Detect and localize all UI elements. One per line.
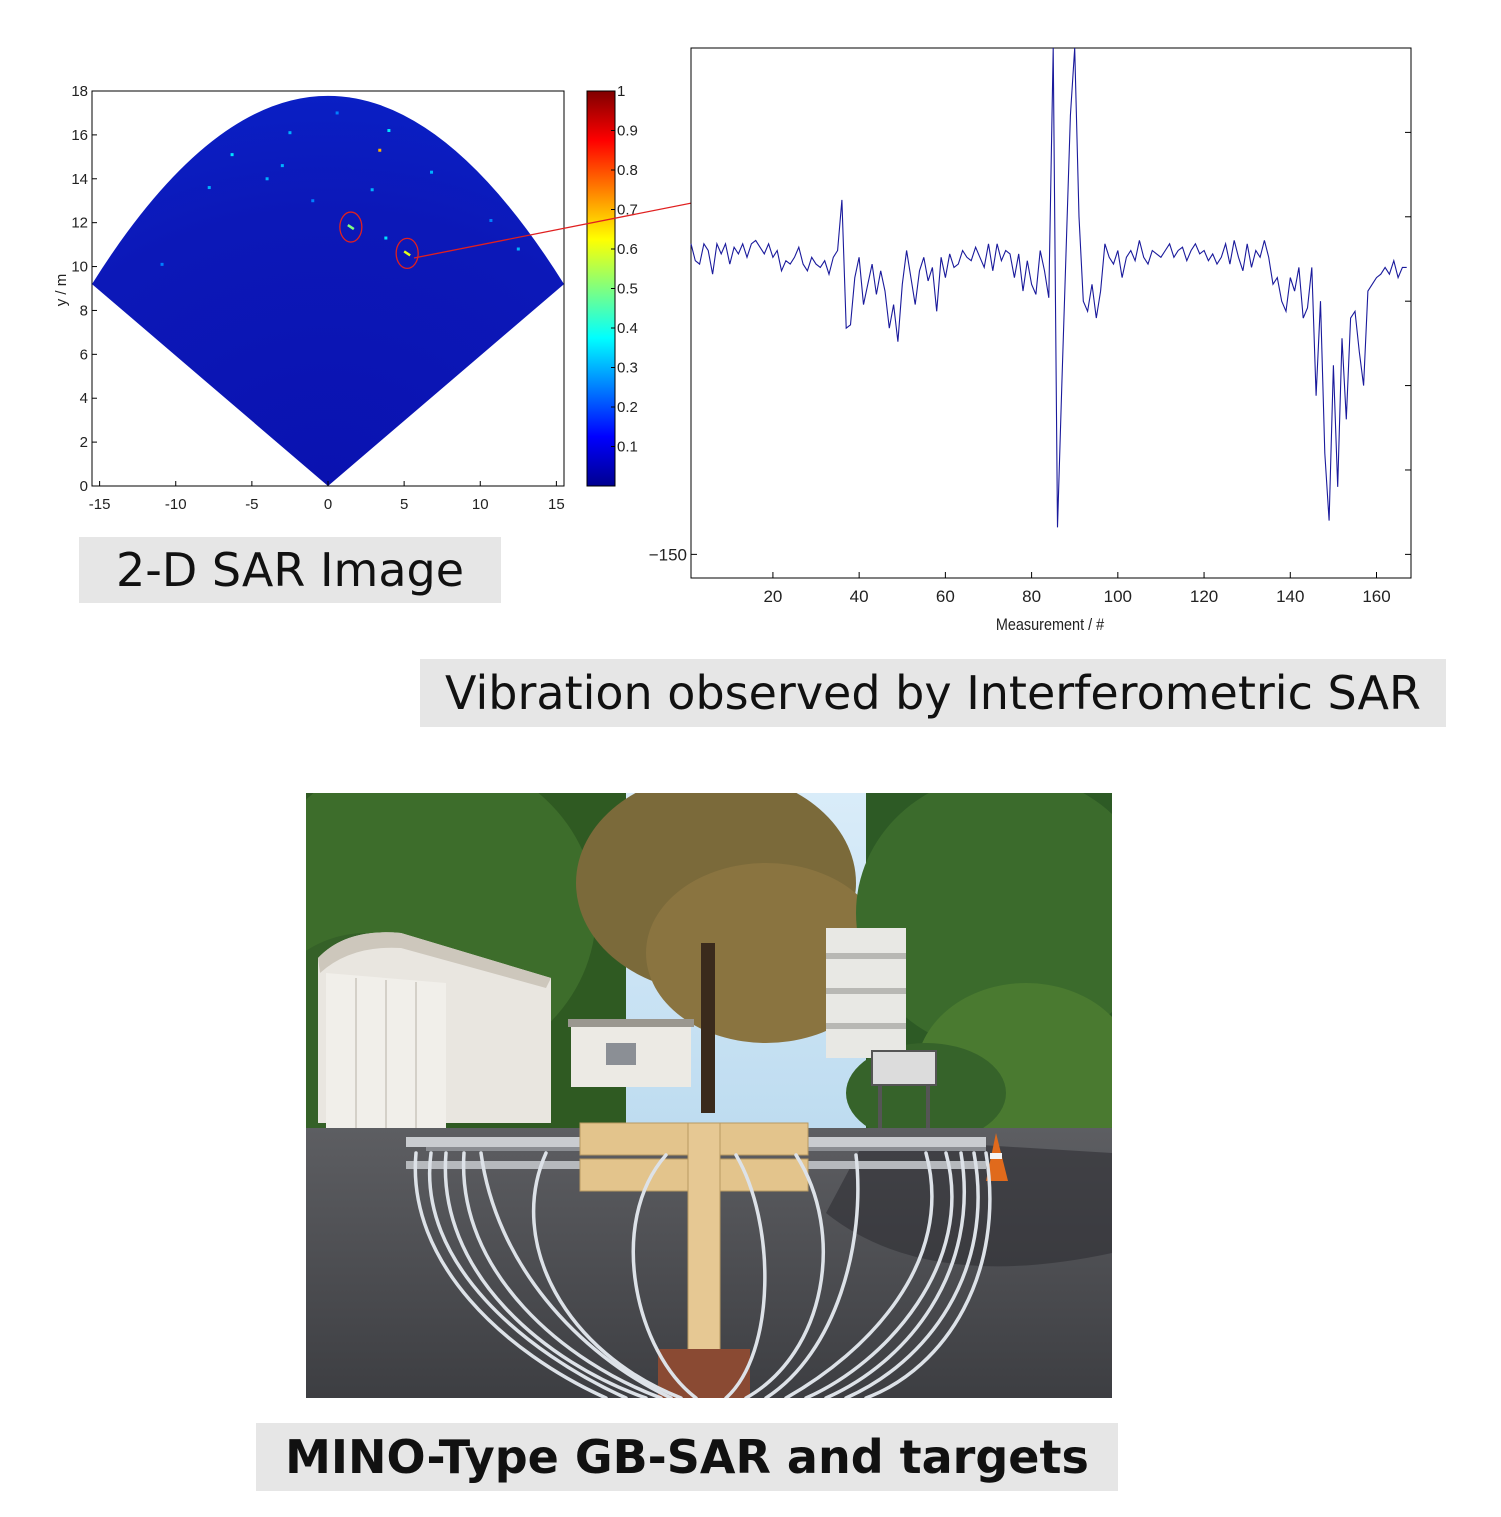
sar-xtick-label-0: -15: [89, 496, 111, 513]
gb-sar-photo: [306, 793, 1112, 1398]
sar-ytick-label-2: 4: [80, 390, 88, 407]
sar-image-chart: -15 -10 -5 0 5 10 15 0 2 4 6 8 10 12 14 16 18 y / m 0.1 0…: [53, 83, 700, 513]
vib-xtick-label-6: 140: [1276, 587, 1304, 606]
sar-speckle-13: [516, 247, 520, 251]
colorbar-tick-label-1: 0.2: [617, 399, 638, 416]
colorbar-tick-label-7: 0.8: [617, 162, 638, 179]
sar-speckle-0: [230, 153, 234, 157]
sar-ytick-label-6: 12: [71, 215, 88, 232]
sar-speckle-11: [335, 111, 339, 115]
vib-xtick-label-1: 40: [850, 587, 869, 606]
vibration-caption: Vibration observed by Interferometric SA…: [420, 659, 1446, 727]
sar-speckle-2: [288, 131, 292, 135]
photo-caption: MINO-Type GB-SAR and targets: [256, 1423, 1118, 1491]
sar-ytick-label-3: 6: [80, 346, 88, 363]
vib-xtick-label-5: 120: [1190, 587, 1218, 606]
sar-speckle-10: [280, 164, 284, 168]
photo-tent: [318, 932, 551, 1128]
sar-xtick-label-4: 5: [400, 496, 408, 513]
vib-xtick-label-3: 80: [1022, 587, 1041, 606]
sar-speckle-3: [378, 148, 382, 152]
sar-speckle-6: [311, 199, 315, 203]
sar-ytick-label-7: 14: [71, 171, 88, 188]
colorbar-tick-label-2: 0.3: [617, 360, 638, 377]
sar-speckle-1: [265, 177, 269, 181]
sar-ytick-label-4: 8: [80, 302, 88, 319]
vibration-series-line: [690, 47, 1407, 528]
sar-xtick-label-1: -10: [165, 496, 187, 513]
sar-target-0: [347, 224, 355, 231]
photo-cables: [413, 1151, 992, 1398]
colorbar: [586, 90, 616, 487]
sar-image-caption: 2-D SAR Image: [79, 537, 501, 603]
colorbar-tick-label-0: 0.1: [617, 439, 638, 456]
sar-target-1: [403, 250, 411, 257]
vib-xtick-label-0: 20: [763, 587, 782, 606]
sar-target-circle-0: [339, 211, 363, 243]
pointer-arrow: [413, 200, 700, 259]
sar-ytick-label-0: 0: [80, 478, 88, 495]
sar-speckle-14: [489, 218, 493, 222]
colorbar-tick-label-3: 0.4: [617, 320, 638, 337]
sar-fan-region: [92, 95, 564, 486]
sar-target-circle-1: [395, 237, 419, 270]
sar-xtick-label-5: 10: [472, 496, 489, 513]
sar-ylabel: y / m: [53, 274, 70, 307]
colorbar-tick-label-9: 1: [617, 83, 625, 100]
vib-xtick-label-4: 100: [1104, 587, 1132, 606]
vib-ytick-label: −150: [649, 545, 687, 564]
colorbar-tick-label-5: 0.6: [617, 241, 638, 258]
sar-speckle-7: [207, 186, 211, 190]
sar-xtick-label-2: -5: [245, 496, 258, 513]
sar-xtick-label-6: 15: [548, 496, 565, 513]
vib-xtick-label-2: 60: [936, 587, 955, 606]
sar-ytick-label-9: 18: [71, 83, 88, 100]
sar-ytick-label-8: 16: [71, 127, 88, 144]
sar-speckle-9: [384, 236, 388, 240]
colorbar-tick-label-8: 0.9: [617, 123, 638, 140]
sar-speckle-8: [430, 170, 434, 174]
sar-xtick-label-3: 0: [324, 496, 332, 513]
sar-ytick-label-1: 2: [80, 434, 88, 451]
sar-ytick-label-5: 10: [71, 259, 88, 276]
sar-speckle-12: [160, 262, 164, 266]
photo-signboard: [871, 1050, 937, 1086]
sar-speckle-5: [370, 188, 374, 192]
vibration-xlabel: Measurement / #: [996, 616, 1105, 634]
vibration-plot-frame: [690, 47, 1412, 579]
vib-xtick-label-7: 160: [1362, 587, 1390, 606]
colorbar-tick-label-4: 0.5: [617, 281, 638, 298]
sar-speckle-4: [387, 129, 391, 132]
vibration-chart: 20 40 60 80 100 120 140 160 −150 Measurement / #: [649, 47, 1412, 634]
